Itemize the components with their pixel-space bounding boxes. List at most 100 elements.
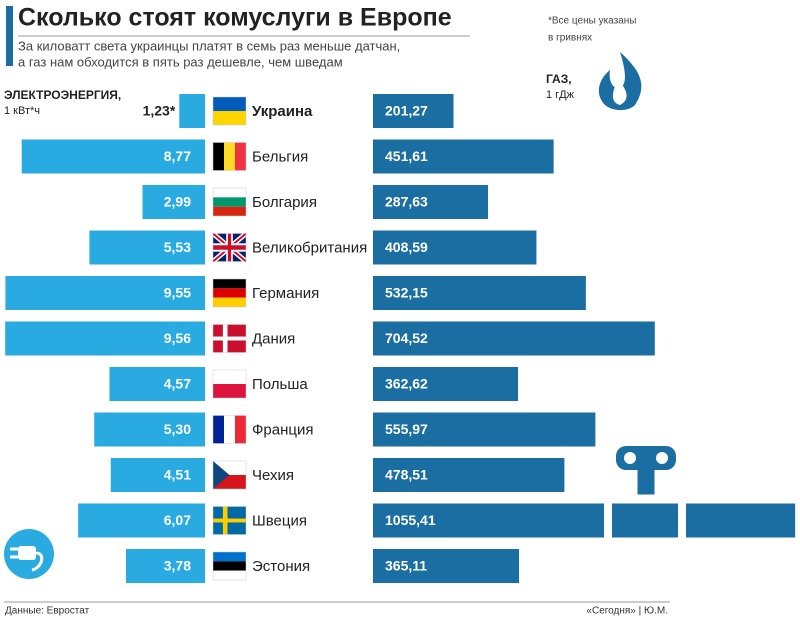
flag-border xyxy=(212,187,247,217)
chart-title: Сколько стоят комуслуги в Европе xyxy=(18,4,452,32)
source: Данные: Евростат xyxy=(5,606,90,617)
electricity-value-label: 9,56 xyxy=(164,330,191,346)
flag-border xyxy=(212,142,247,171)
electricity-bar xyxy=(109,367,205,401)
flag-part xyxy=(213,570,246,580)
flag-part xyxy=(213,288,246,298)
flag-part xyxy=(224,142,235,171)
electricity-bar xyxy=(78,503,205,538)
flag-part xyxy=(213,206,246,216)
electricity-bar xyxy=(21,139,205,174)
electricity-bar xyxy=(94,412,205,447)
series-unit: 1 кВт*ч xyxy=(4,105,40,117)
flag-border xyxy=(212,233,247,262)
gas-value-label: 1055,41 xyxy=(385,512,436,528)
pipe-illustration xyxy=(604,446,686,548)
electricity-value-label: 2,99 xyxy=(164,194,191,210)
electricity-value-label: 6,07 xyxy=(164,512,191,528)
gas-value-label: 408,59 xyxy=(385,239,428,255)
country-label: Бельгия xyxy=(252,148,308,165)
flag-border xyxy=(212,96,247,126)
title-marker xyxy=(6,6,13,66)
flag-border xyxy=(212,369,247,399)
flag-part xyxy=(213,336,246,341)
electricity-bar xyxy=(89,230,205,265)
country-label: Великобритания xyxy=(252,239,367,256)
gas-value-label: 532,15 xyxy=(385,285,428,301)
electricity-value-label: 4,51 xyxy=(164,467,191,483)
gas-value-label: 555,97 xyxy=(385,421,428,437)
electricity-value-label: 8,77 xyxy=(164,148,191,164)
flame-icon-inner xyxy=(612,80,627,105)
flag-part xyxy=(213,297,246,307)
gas-value-label: 704,52 xyxy=(385,330,428,346)
flag-part xyxy=(213,97,246,111)
flag-part xyxy=(235,142,246,171)
electricity-value-label: 4,57 xyxy=(164,376,191,392)
gas-bar xyxy=(373,458,565,492)
gas-bar xyxy=(373,412,596,447)
flag-part xyxy=(213,415,224,444)
country-label: Дания xyxy=(252,330,295,347)
gas-bar xyxy=(373,139,554,174)
flag-part xyxy=(213,188,246,198)
credit: «Сегодня» | Ю.М. xyxy=(586,606,668,617)
country-label: Чехия xyxy=(252,467,294,484)
gas-value-label: 478,51 xyxy=(385,467,428,483)
gas-bar xyxy=(373,549,520,583)
flag-border xyxy=(212,278,247,308)
flag-border xyxy=(212,324,247,353)
gas-value-label: 362,62 xyxy=(385,376,428,392)
electricity-bar xyxy=(179,94,205,128)
flame-icon xyxy=(598,52,642,111)
flag-part xyxy=(213,384,246,398)
gas-bar xyxy=(373,94,454,128)
flag-border xyxy=(212,551,247,581)
note: *Все цены указаны xyxy=(548,16,636,27)
gas-value-label: 201,27 xyxy=(385,103,428,119)
gas-bar xyxy=(373,503,796,538)
country-label: Франция xyxy=(252,421,313,438)
note: в гривнях xyxy=(548,33,592,44)
flag-part xyxy=(213,197,246,207)
flag-part xyxy=(213,370,246,384)
flag-part xyxy=(235,415,246,444)
series-unit: 1 гДж xyxy=(546,89,575,101)
series-label: ГАЗ, xyxy=(546,72,572,86)
electricity-bar xyxy=(110,458,205,492)
subtitle: За киловатт света украинцы платят в семь… xyxy=(18,38,400,53)
country-label: Эстония xyxy=(252,558,310,575)
country-label: Украина xyxy=(252,103,313,120)
country-label: Германия xyxy=(252,285,319,302)
electricity-bar xyxy=(5,276,206,310)
flag-part xyxy=(213,142,224,171)
electricity-value-label: 5,53 xyxy=(164,239,191,255)
flag-part xyxy=(213,552,246,562)
electricity-value-label: 1,23* xyxy=(143,103,176,119)
flag-border xyxy=(212,460,247,490)
gas-bar xyxy=(373,185,489,219)
gas-bar xyxy=(373,367,519,401)
country-label: Болгария xyxy=(252,194,317,211)
flag-part xyxy=(213,279,246,289)
gas-bar xyxy=(373,276,586,310)
flag-border xyxy=(212,506,247,535)
country-label: Польша xyxy=(252,376,308,393)
electricity-value-label: 9,55 xyxy=(164,285,191,301)
subtitle: а газ нам обходится в пять раз дешевле, … xyxy=(18,54,343,69)
flag-part xyxy=(213,461,230,489)
gas-value-label: 451,61 xyxy=(385,148,428,164)
gas-bar xyxy=(373,321,655,356)
flag-part xyxy=(213,111,246,125)
country-label: Швеция xyxy=(252,512,307,529)
plug-icon xyxy=(4,529,54,579)
electricity-bar xyxy=(5,321,206,356)
gas-value-label: 287,63 xyxy=(385,194,428,210)
electricity-bar xyxy=(142,185,205,219)
electricity-value-label: 3,78 xyxy=(164,558,191,574)
electricity-value-label: 5,30 xyxy=(164,421,191,437)
series-label: ЭЛЕКТРОЭНЕРГИЯ, xyxy=(4,88,121,102)
flag-part xyxy=(224,415,235,444)
flag-border xyxy=(212,415,247,444)
